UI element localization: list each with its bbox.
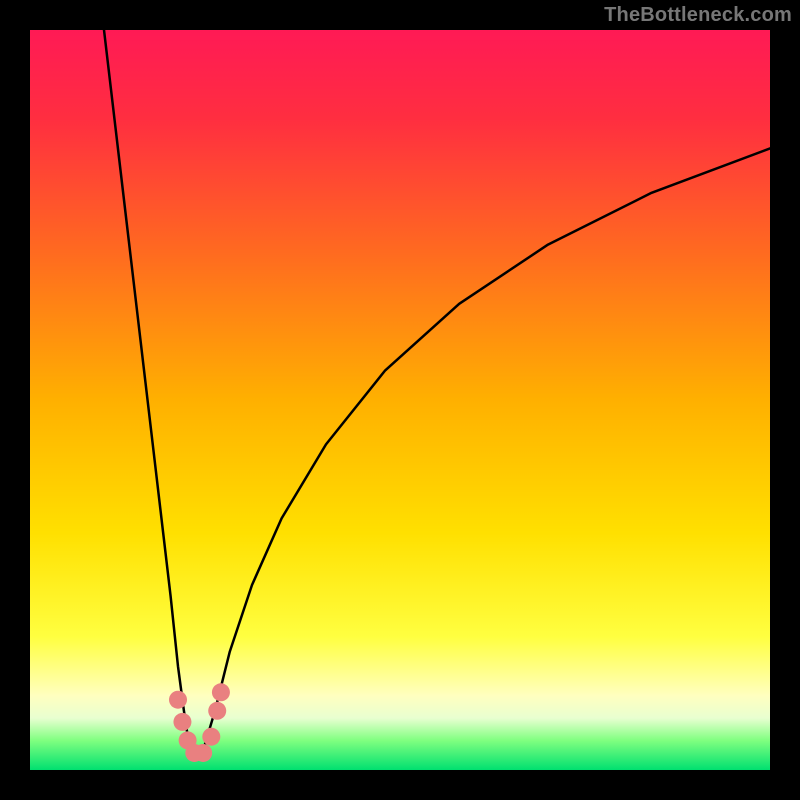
vertex-marker bbox=[169, 691, 187, 709]
vertex-marker bbox=[208, 702, 226, 720]
vertex-marker bbox=[202, 728, 220, 746]
chart-container: { "watermark": { "text": "TheBottleneck.… bbox=[0, 0, 800, 800]
vertex-marker bbox=[212, 683, 230, 701]
vertex-marker bbox=[194, 744, 212, 762]
vertex-marker bbox=[173, 713, 191, 731]
chart-svg bbox=[30, 30, 770, 770]
gradient-background bbox=[30, 30, 770, 770]
plot-area bbox=[30, 30, 770, 770]
watermark-text: TheBottleneck.com bbox=[604, 4, 792, 27]
